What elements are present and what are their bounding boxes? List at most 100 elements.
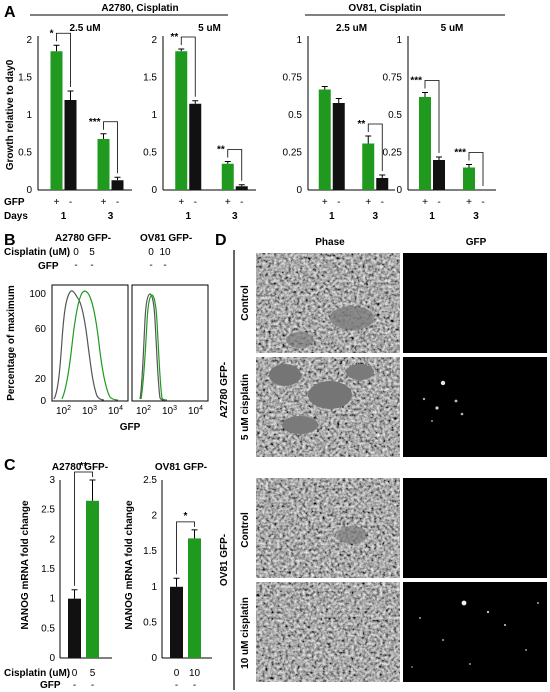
panel-a-chart-1-group-1-gfp-0: + [225,197,231,208]
panel-a-chart-3-ytick: 0.5 [388,110,402,121]
panel-a-chart-3-group-0-gfp-0: + [422,197,428,208]
panel-b-a2780-gfp-1: - [90,260,93,271]
panel-a-chart-2-group-0-gfp-0: + [322,197,328,208]
panel-a-chart-1-ytick: 2 [151,35,157,46]
panel-a-chart-0-group-1-gfp-0: + [101,197,107,208]
panel-d-row-a2780-control: Control [240,285,251,321]
panel-a-chart-0-group-1-gfp-1: - [116,197,119,208]
panel-c-chart-1-gfp-1: - [193,680,196,691]
panel-a-chart-2-ytick: 0.25 [283,148,303,159]
panel-a-chart-0-group-0-sig-label: * [50,28,54,39]
panel-a-chart-3-title: 5 uM [441,23,464,34]
panel-a-chart-0-group-1-day: 3 [108,211,114,222]
panel-c-chart-0-title: A2780 GFP- [52,462,108,473]
panel-d-row-ov81-control: Control [240,512,251,548]
panel-c-chart-0-ytick: 2.5 [41,505,55,516]
panel-a-chart-0-group-1-sig-label: *** [89,117,101,128]
panel-b-header-a2780: A2780 GFP- [55,233,111,244]
panel-a-header-ov81: OV81, Cisplatin [348,3,421,14]
panel-b-a2780-histogram-cisplatin [61,290,119,401]
panel-b-a2780-histogram-untreated [53,290,105,401]
panel-a-chart-2-group-1-bar-0 [362,143,375,190]
panel-a-chart-0-group-1-bar-0 [97,139,110,190]
panel-a-chart-1-group-1-day: 3 [232,211,238,222]
panel-c-chart-0-bar-0 [68,598,81,658]
panel-a-chart-1-group-1-gfp-1: - [240,197,243,208]
panel-c-chart-0-sig-label: ** [80,461,88,472]
panel-a-chart-2-ytick: 0.75 [283,73,303,84]
panel-c: C NANOG mRNA fold change NANOG mRNA fold… [4,457,135,691]
panel-a-chart-0-ytick: 1 [26,110,32,121]
panel-a-chart-0-ytick: 1.5 [18,73,32,84]
panel-c-chart-1-ytick: 2.5 [143,475,157,486]
panel-b-ytick-20: 20 [35,374,47,385]
panel-a-chart-3-ytick: 0.25 [383,148,403,159]
panel-a-chart-2-ytick: 1 [296,35,302,46]
panel-d-row-ov81-cisplatin: 10 uM cisplatin [240,597,251,669]
panel-a-chart-1-group-1-bar-0 [221,163,234,190]
panel-c-chart-0-ytick: 3 [49,475,55,486]
panel-a-chart-3-ytick: 0.75 [383,73,403,84]
panel-a-row-label-days: Days [4,211,28,222]
panel-b-y-axis-label: Percentage of maximum [6,285,17,401]
panel-a-chart-2-ytick: 0 [296,185,302,196]
panel-b-row-label-cisplatin: Cisplatin (uM) [4,247,70,258]
panel-b-row-label-gfp: GFP [38,261,59,272]
panel-c-chart-1-ytick: 0 [151,653,157,664]
panel-a-chart-3-group-0-day: 1 [429,211,435,222]
panel-c-chart-0-category-0: 0 [72,668,78,679]
panel-label-a: A [4,4,16,21]
panel-a-chart-1-group-1-sig-bracket [227,149,243,181]
micrograph-ov81-cisplatin-gfp [403,582,547,682]
panel-label-b: B [4,232,16,249]
panel-a-chart-3-group-1-gfp-1: - [481,197,484,208]
panel-a-chart-1-group-0-sig-label: ** [170,32,178,43]
panel-d-cell-label-ov81: OV81 GFP- [219,534,230,586]
panel-a-chart-1-ytick: 0 [151,185,157,196]
panel-c-a2780-y-axis-label: NANOG mRNA fold change [20,500,31,630]
panel-a-chart-1-group-0-sig-bracket [180,36,196,97]
panel-a-chart-1-group-1-sig-label: ** [217,145,225,156]
panel-a-chart-2-ytick: 0.5 [288,110,302,121]
panel-c-chart-1-ytick: 0.5 [143,617,157,628]
panel-b-ytick-0: 0 [40,396,46,407]
panel-c-bar-charts: A2780 GFP-00.511.522.530-5-** OV81 GFP-00… [41,461,212,691]
panel-b-a2780-gfp-0: - [74,260,77,271]
micrograph-a2780-control-gfp [403,253,547,353]
panel-c-chart-1-ytick: 1 [151,582,157,593]
panel-c-chart-0-ytick: 0.5 [41,623,55,634]
panel-b-a2780-xtick-1e2: 102 [56,405,71,417]
panel-a-chart-1-title: 5 uM [198,23,221,34]
panel-c-chart-0-ytick: 1 [49,594,55,605]
panel-c-chart-0-ytick: 0 [49,653,55,664]
panel-b-ov81-cisplatin-0: 0 [148,247,154,258]
panel-b-header-ov81: OV81 GFP- [140,233,192,244]
panel-b-ov81-cisplatin-10: 10 [159,247,171,258]
panel-c-chart-0-sig-bracket [74,471,93,586]
panel-b-a2780-xtick-1e3: 103 [82,405,97,417]
panel-a-chart-0-ytick: 0 [26,185,32,196]
panel-c-row-label-gfp: GFP [40,680,61,691]
panel-a-chart-2-group-0-gfp-1: - [337,197,340,208]
panel-d-cell-label-a2780: A2780 GFP- [219,362,230,418]
panel-a: A A2780, Cisplatin OV81, Cisplatin Growt… [4,3,505,222]
panel-d: D Phase GFP A2780 GFP- OV81 GFP- Control… [215,232,547,690]
panel-a-chart-0-group-0-bar-0 [50,51,63,190]
panel-c-chart-1-category-0: 0 [174,668,180,679]
micrograph-ov81-control-gfp [403,478,547,578]
panel-a-chart-1-ytick: 1 [151,110,157,121]
panel-a-chart-1-ytick: 1.5 [143,73,157,84]
panel-a-chart-3-group-0-gfp-1: - [437,197,440,208]
panel-b-ov81-gfp-0: - [149,260,152,271]
panel-a-row-label-gfp: GFP [4,197,25,208]
panel-c-chart-1-bar-1 [188,538,201,658]
panel-c-chart-1-sig-label: * [184,511,188,522]
panel-a-chart-0-group-1-sig-bracket [103,121,118,174]
panel-a-chart-1-group-0-gfp-1: - [194,197,197,208]
micrograph-a2780-cisplatin-gfp [403,357,547,457]
panel-b-ov81-xtick-1e2: 102 [136,405,151,417]
panel-c-chart-0-gfp-1: - [91,680,94,691]
panel-b-ov81-histogram-cisplatin [140,294,168,401]
